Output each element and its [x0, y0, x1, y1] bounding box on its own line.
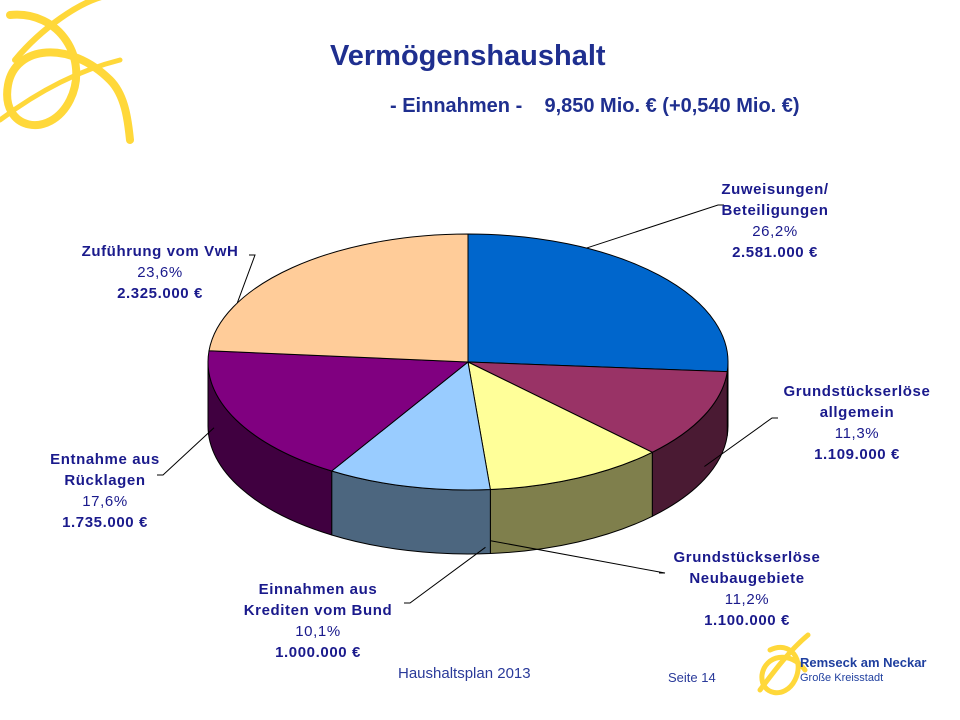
slice-amount-4: 1.735.000 € — [62, 514, 148, 531]
slice-amount-1: 1.109.000 € — [814, 446, 900, 463]
leader-line-0 — [586, 204, 724, 249]
pie-slice-2 — [467, 361, 654, 491]
leader-line-5 — [236, 254, 256, 304]
slide-subtitle: - Einnahmen - 9,850 Mio. € (+0,540 Mio. … — [390, 95, 800, 117]
slice-percent-0: 26,2% — [752, 223, 798, 240]
leader-line-2 — [490, 540, 666, 574]
logo-name: Remseck am Neckar — [800, 655, 927, 670]
slice-percent-2: 11,2% — [725, 591, 769, 608]
leader-line-4 — [157, 427, 215, 476]
slice-amount-0: 2.581.000 € — [732, 244, 818, 261]
footer-document-title: Haushaltsplan 2013 — [398, 665, 531, 682]
slice-label-2-line-1: Neubaugebiete — [689, 570, 804, 587]
slice-amount-5: 2.325.000 € — [117, 285, 203, 302]
slide-title: Vermögenshaushalt — [330, 40, 606, 72]
slice-label-3-line-1: Krediten vom Bund — [244, 602, 393, 619]
slice-label-4-line-0: Entnahme aus — [50, 451, 160, 468]
slice-label-0-line-1: Beteiligungen — [722, 202, 829, 219]
city-logo-graphic — [0, 0, 134, 144]
slice-percent-3: 10,1% — [295, 623, 341, 640]
slice-label-1-line-0: Grundstückserlöse — [784, 383, 931, 400]
pie-slice-0 — [467, 233, 729, 373]
slice-label-1-line-1: allgemein — [820, 404, 895, 421]
slice-amount-2: 1.100.000 € — [704, 612, 790, 629]
leader-line-3 — [404, 546, 486, 604]
remseck-logo-graphic — [757, 632, 811, 696]
slice-label-5-line-0: Zuführung vom VwH — [82, 243, 239, 260]
slice-percent-1: 11,3% — [835, 425, 879, 442]
footer-page-number: Seite 14 — [668, 670, 716, 685]
pie-slice-3 — [330, 361, 491, 491]
slice-percent-5: 23,6% — [137, 264, 183, 281]
pie-slice-5 — [208, 233, 469, 363]
leader-line-1 — [704, 417, 778, 467]
logo-tagline: Große Kreisstadt — [800, 672, 884, 684]
slice-percent-4: 17,6% — [82, 493, 128, 510]
pie-slice-4 — [207, 350, 470, 472]
slice-label-4-line-1: Rücklagen — [64, 472, 145, 489]
slice-label-0-line-0: Zuweisungen/ — [721, 181, 828, 198]
slice-label-2-line-0: Grundstückserlöse — [674, 549, 821, 566]
slice-label-3-line-0: Einnahmen aus — [259, 581, 378, 598]
pie-slice-1 — [467, 361, 728, 453]
slice-amount-3: 1.000.000 € — [275, 644, 361, 661]
